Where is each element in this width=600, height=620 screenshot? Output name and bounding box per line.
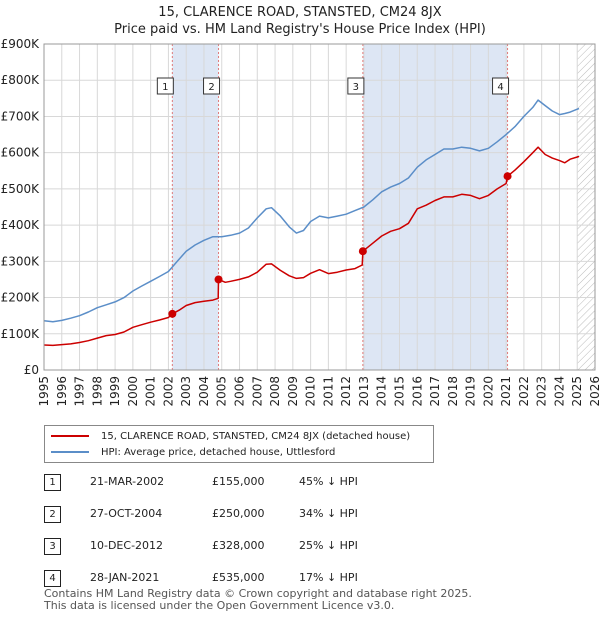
table-row: 2 27-OCT-2004 £250,000 34% ↓ HPI: [44, 506, 424, 523]
y-tick-label: £900K: [1, 37, 41, 51]
y-tick-label: £700K: [1, 109, 41, 123]
y-tick-label: £200K: [1, 291, 41, 305]
x-tick-label: 2026: [588, 376, 600, 407]
sale-price: £250,000: [212, 507, 265, 520]
x-tick-label: 2025: [570, 376, 584, 407]
sale-marker-box: [492, 77, 510, 95]
legend-swatch-price-paid: [51, 435, 89, 437]
x-tick-label: 2011: [321, 376, 335, 407]
sale-point: [358, 247, 367, 256]
x-tick-label: 1998: [90, 376, 104, 407]
legend-label-price-paid: 15, CLARENCE ROAD, STANSTED, CM24 8JX (d…: [101, 430, 411, 442]
x-tick-label: 2013: [357, 376, 371, 407]
chart-title-line1: 15, CLARENCE ROAD, STANSTED, CM24 8JX: [158, 5, 442, 20]
x-tick-label: 2009: [286, 376, 300, 407]
y-tick-label: £300K: [1, 254, 41, 268]
chart-title: 15, CLARENCE ROAD, STANSTED, CM24 8JX Pr…: [0, 4, 600, 38]
sale-hpi-diff: 34% ↓ HPI: [299, 507, 358, 520]
sale-marker-label: 2: [208, 82, 214, 93]
sale-hpi-diff: 25% ↓ HPI: [299, 539, 358, 552]
sale-date: 28-JAN-2021: [90, 571, 160, 584]
sale-price: £328,000: [212, 539, 265, 552]
shaded-period: [172, 44, 219, 370]
legend-item-price-paid: 15, CLARENCE ROAD, STANSTED, CM24 8JX (d…: [51, 429, 410, 443]
y-tick-label: £400K: [1, 218, 41, 232]
x-tick-label: 2020: [481, 376, 495, 407]
x-tick-label: 2006: [233, 376, 247, 407]
x-tick-label: 2014: [375, 376, 389, 407]
sale-marker-number: 4: [44, 570, 61, 587]
legend-swatch-hpi: [51, 451, 89, 453]
x-tick-label: 2018: [446, 376, 460, 407]
table-row: 3 10-DEC-2012 £328,000 25% ↓ HPI: [44, 538, 424, 555]
table-row: 4 28-JAN-2021 £535,000 17% ↓ HPI: [44, 570, 424, 587]
sale-marker-box: [347, 77, 365, 95]
sale-price: £535,000: [212, 571, 265, 584]
x-tick-label: 2002: [161, 376, 175, 407]
footer-line1: Contains HM Land Registry data © Crown c…: [44, 587, 472, 600]
sale-point: [214, 275, 223, 284]
sale-price: £155,000: [212, 475, 265, 488]
sale-date: 27-OCT-2004: [90, 507, 163, 520]
sale-marker-number: 3: [44, 538, 61, 555]
sale-marker-box: [203, 77, 221, 95]
legend-item-hpi: HPI: Average price, detached house, Uttl…: [51, 445, 335, 459]
sale-hpi-diff: 45% ↓ HPI: [299, 475, 358, 488]
sale-marker-label: 1: [162, 82, 168, 93]
x-tick-label: 2012: [339, 376, 353, 407]
y-tick-label: £0: [24, 363, 39, 377]
hpi-line: [43, 99, 580, 323]
x-tick-label: 2008: [268, 376, 282, 407]
x-tick-label: 2001: [144, 376, 158, 407]
x-tick-label: 2019: [464, 376, 478, 407]
footer-line2: This data is licensed under the Open Gov…: [44, 599, 395, 612]
y-tick-label: £600K: [1, 146, 41, 160]
x-tick-label: 2000: [126, 376, 140, 407]
x-tick-label: 2016: [410, 376, 424, 407]
x-tick-label: 2007: [250, 376, 264, 407]
sale-date: 10-DEC-2012: [90, 539, 164, 552]
sale-marker-number: 1: [44, 474, 61, 491]
chart-title-line2: Price paid vs. HM Land Registry's House …: [114, 22, 486, 37]
sale-point: [503, 172, 512, 181]
hatched-region: [577, 44, 595, 370]
sale-date: 21-MAR-2002: [90, 475, 165, 488]
sale-marker-number: 2: [44, 506, 61, 523]
price-chart: 1 2 3 4 £0 £100K £200K £300K £400K £500K £600K £70…: [1, 37, 600, 407]
x-tick-label: 2021: [499, 376, 513, 407]
footer-attribution: Contains HM Land Registry data © Crown c…: [44, 588, 472, 612]
x-tick-label: 2015: [392, 376, 406, 407]
x-tick-label: 2023: [535, 376, 549, 407]
x-tick-label: 1997: [73, 376, 87, 407]
x-tick-label: 2017: [428, 376, 442, 407]
x-tick-label: 2024: [552, 376, 566, 407]
y-tick-label: £500K: [1, 182, 41, 196]
x-tick-label: 1999: [108, 376, 122, 407]
y-tick-label: £100K: [1, 327, 41, 341]
table-row: 1 21-MAR-2002 £155,000 45% ↓ HPI: [44, 474, 424, 491]
y-tick-label: £800K: [1, 73, 41, 87]
x-tick-label: 1995: [37, 376, 51, 407]
sale-marker-label: 3: [353, 82, 359, 93]
sale-marker-box: [156, 77, 174, 95]
plot-border: [43, 43, 596, 371]
x-tick-label: 2004: [197, 376, 211, 407]
x-tick-label: 2010: [304, 376, 318, 407]
x-tick-label: 2003: [179, 376, 193, 407]
sale-point: [168, 309, 177, 318]
x-tick-label: 1996: [55, 376, 69, 407]
legend-label-hpi: HPI: Average price, detached house, Uttl…: [101, 446, 336, 458]
legend: 15, CLARENCE ROAD, STANSTED, CM24 8JX (d…: [44, 425, 434, 463]
x-tick-label: 2005: [215, 376, 229, 407]
x-tick-label: 2022: [517, 376, 531, 407]
sale-hpi-diff: 17% ↓ HPI: [299, 571, 358, 584]
sale-marker-label: 4: [497, 82, 503, 93]
